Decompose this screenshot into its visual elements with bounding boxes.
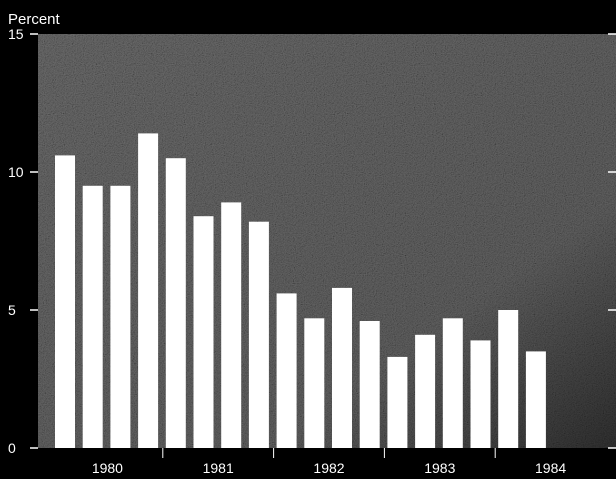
y-tick-label: 5 (8, 302, 16, 318)
bar (525, 351, 546, 448)
bar (276, 293, 297, 448)
y-tick-label: 15 (8, 26, 24, 42)
y-tick-label: 10 (8, 164, 24, 180)
bar (415, 334, 436, 448)
bar (442, 318, 463, 448)
bar (332, 287, 352, 448)
x-year-labels: 1980 1981 1982 1983 1984 (92, 460, 567, 476)
bar (387, 356, 408, 448)
bar (470, 340, 491, 448)
bar (193, 216, 214, 448)
y-tick-label: 0 (8, 440, 16, 456)
x-year-label: 1984 (535, 460, 566, 476)
bar (165, 158, 186, 448)
bars-group (55, 133, 546, 449)
axis-ticks (30, 33, 616, 458)
bar (55, 155, 75, 448)
x-year-label: 1980 (92, 460, 123, 476)
y-tick-labels: 0 5 10 15 (8, 26, 24, 456)
bar (221, 202, 242, 448)
bar (498, 310, 519, 448)
plot-shading (38, 34, 616, 448)
bar (110, 185, 131, 449)
bar (359, 321, 380, 448)
bar (304, 318, 325, 448)
bar (138, 133, 159, 448)
x-year-label: 1983 (424, 460, 455, 476)
x-year-label: 1981 (203, 460, 234, 476)
bar (82, 185, 103, 449)
y-axis-label: Percent (8, 11, 61, 28)
bar (248, 221, 269, 448)
x-year-label: 1982 (313, 460, 344, 476)
